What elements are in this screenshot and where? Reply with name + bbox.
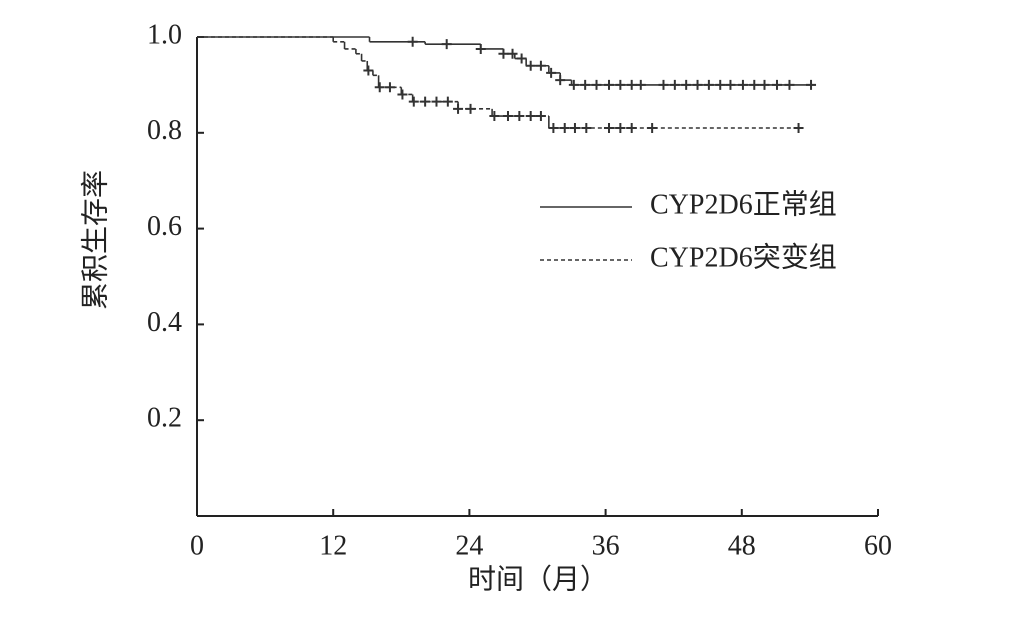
censor-mark xyxy=(453,103,464,114)
censor-mark xyxy=(569,123,580,134)
x-axis-label: 时间（月） xyxy=(468,563,608,595)
censor-mark xyxy=(681,79,692,90)
censor-mark xyxy=(498,48,509,59)
censor-mark xyxy=(546,67,557,78)
censor-mark xyxy=(591,79,602,90)
censor-mark xyxy=(535,111,546,122)
censor-mark xyxy=(604,123,615,134)
censor-mark xyxy=(514,111,525,122)
censor-mark xyxy=(626,79,637,90)
y-tick-label: 1.0 xyxy=(147,19,182,50)
censor-mark xyxy=(441,39,452,50)
censor-mark xyxy=(516,53,527,64)
censor-mark xyxy=(604,79,615,90)
censor-mark xyxy=(692,79,703,90)
censor-mark xyxy=(771,79,782,90)
x-tick-label: 60 xyxy=(864,530,892,561)
censor-mark xyxy=(559,123,570,134)
censor-mark xyxy=(555,75,566,86)
censor-mark xyxy=(408,96,419,107)
censor-mark xyxy=(548,123,559,134)
censor-mark xyxy=(626,123,637,134)
censor-mark xyxy=(784,79,795,90)
x-tick-label: 0 xyxy=(190,530,204,561)
legend-label: CYP2D6突变组 xyxy=(650,241,837,273)
censor-mark xyxy=(397,89,408,100)
censor-mark xyxy=(465,103,476,114)
censor-mark xyxy=(759,79,770,90)
censor-mark xyxy=(384,82,395,93)
censor-mark xyxy=(568,79,579,90)
x-tick-label: 36 xyxy=(592,530,620,561)
y-axis-label: 累积生存率 xyxy=(79,170,111,310)
censor-mark xyxy=(793,123,804,134)
censor-mark xyxy=(580,79,591,90)
censor-mark xyxy=(525,60,536,71)
censor-mark xyxy=(363,65,374,76)
censor-mark xyxy=(431,96,442,107)
x-tick-label: 48 xyxy=(728,530,756,561)
censor-mark xyxy=(489,111,500,122)
y-tick-label: 0.2 xyxy=(147,403,182,434)
censor-mark xyxy=(725,79,736,90)
censor-mark xyxy=(715,79,726,90)
censor-mark xyxy=(502,111,513,122)
censor-mark xyxy=(507,48,518,59)
censor-mark xyxy=(647,123,658,134)
censor-mark xyxy=(420,96,431,107)
censor-mark xyxy=(703,79,714,90)
censor-mark xyxy=(669,79,680,90)
censor-mark xyxy=(635,79,646,90)
censor-mark xyxy=(525,111,536,122)
x-tick-label: 24 xyxy=(455,530,483,561)
censor-mark xyxy=(806,79,817,90)
censor-mark xyxy=(442,96,453,107)
censor-mark xyxy=(737,79,748,90)
censor-mark xyxy=(615,123,626,134)
censor-mark xyxy=(749,79,760,90)
censor-mark xyxy=(374,82,385,93)
censor-mark xyxy=(475,43,486,54)
censor-mark xyxy=(615,79,626,90)
legend-label: CYP2D6正常组 xyxy=(650,188,837,220)
censor-mark xyxy=(535,60,546,71)
y-tick-label: 0.8 xyxy=(147,115,182,146)
censor-mark xyxy=(658,79,669,90)
censor-mark xyxy=(581,123,592,134)
x-tick-label: 12 xyxy=(319,530,347,561)
y-tick-label: 0.6 xyxy=(147,211,182,242)
y-tick-label: 0.4 xyxy=(147,307,182,338)
censor-mark xyxy=(407,36,418,47)
